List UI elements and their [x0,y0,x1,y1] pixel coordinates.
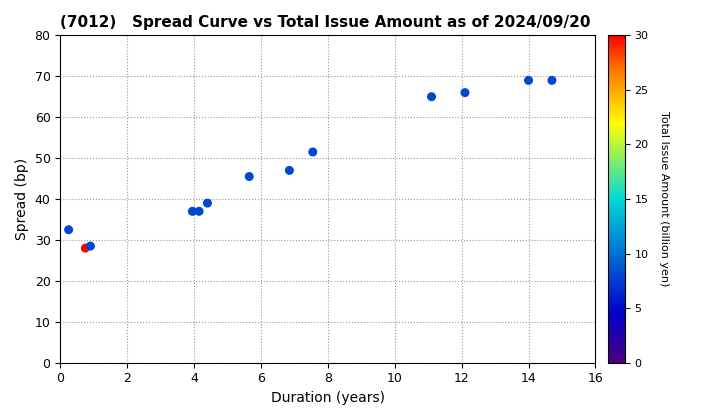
Point [459,89,471,96]
Point [307,149,318,155]
Y-axis label: Spread (bp): Spread (bp) [15,158,29,240]
Point [284,167,295,174]
Point [546,77,558,84]
X-axis label: Duration (years): Duration (years) [271,391,384,405]
Point [193,208,204,215]
Point [186,208,198,215]
Point [523,77,534,84]
Point [426,93,437,100]
Point [63,226,74,233]
Point [243,173,255,180]
Point [85,243,96,249]
Text: (7012)   Spread Curve vs Total Issue Amount as of 2024/09/20: (7012) Spread Curve vs Total Issue Amoun… [60,15,591,30]
Y-axis label: Total Issue Amount (billion yen): Total Issue Amount (billion yen) [660,111,670,287]
Point [80,245,91,252]
Point [202,200,213,207]
